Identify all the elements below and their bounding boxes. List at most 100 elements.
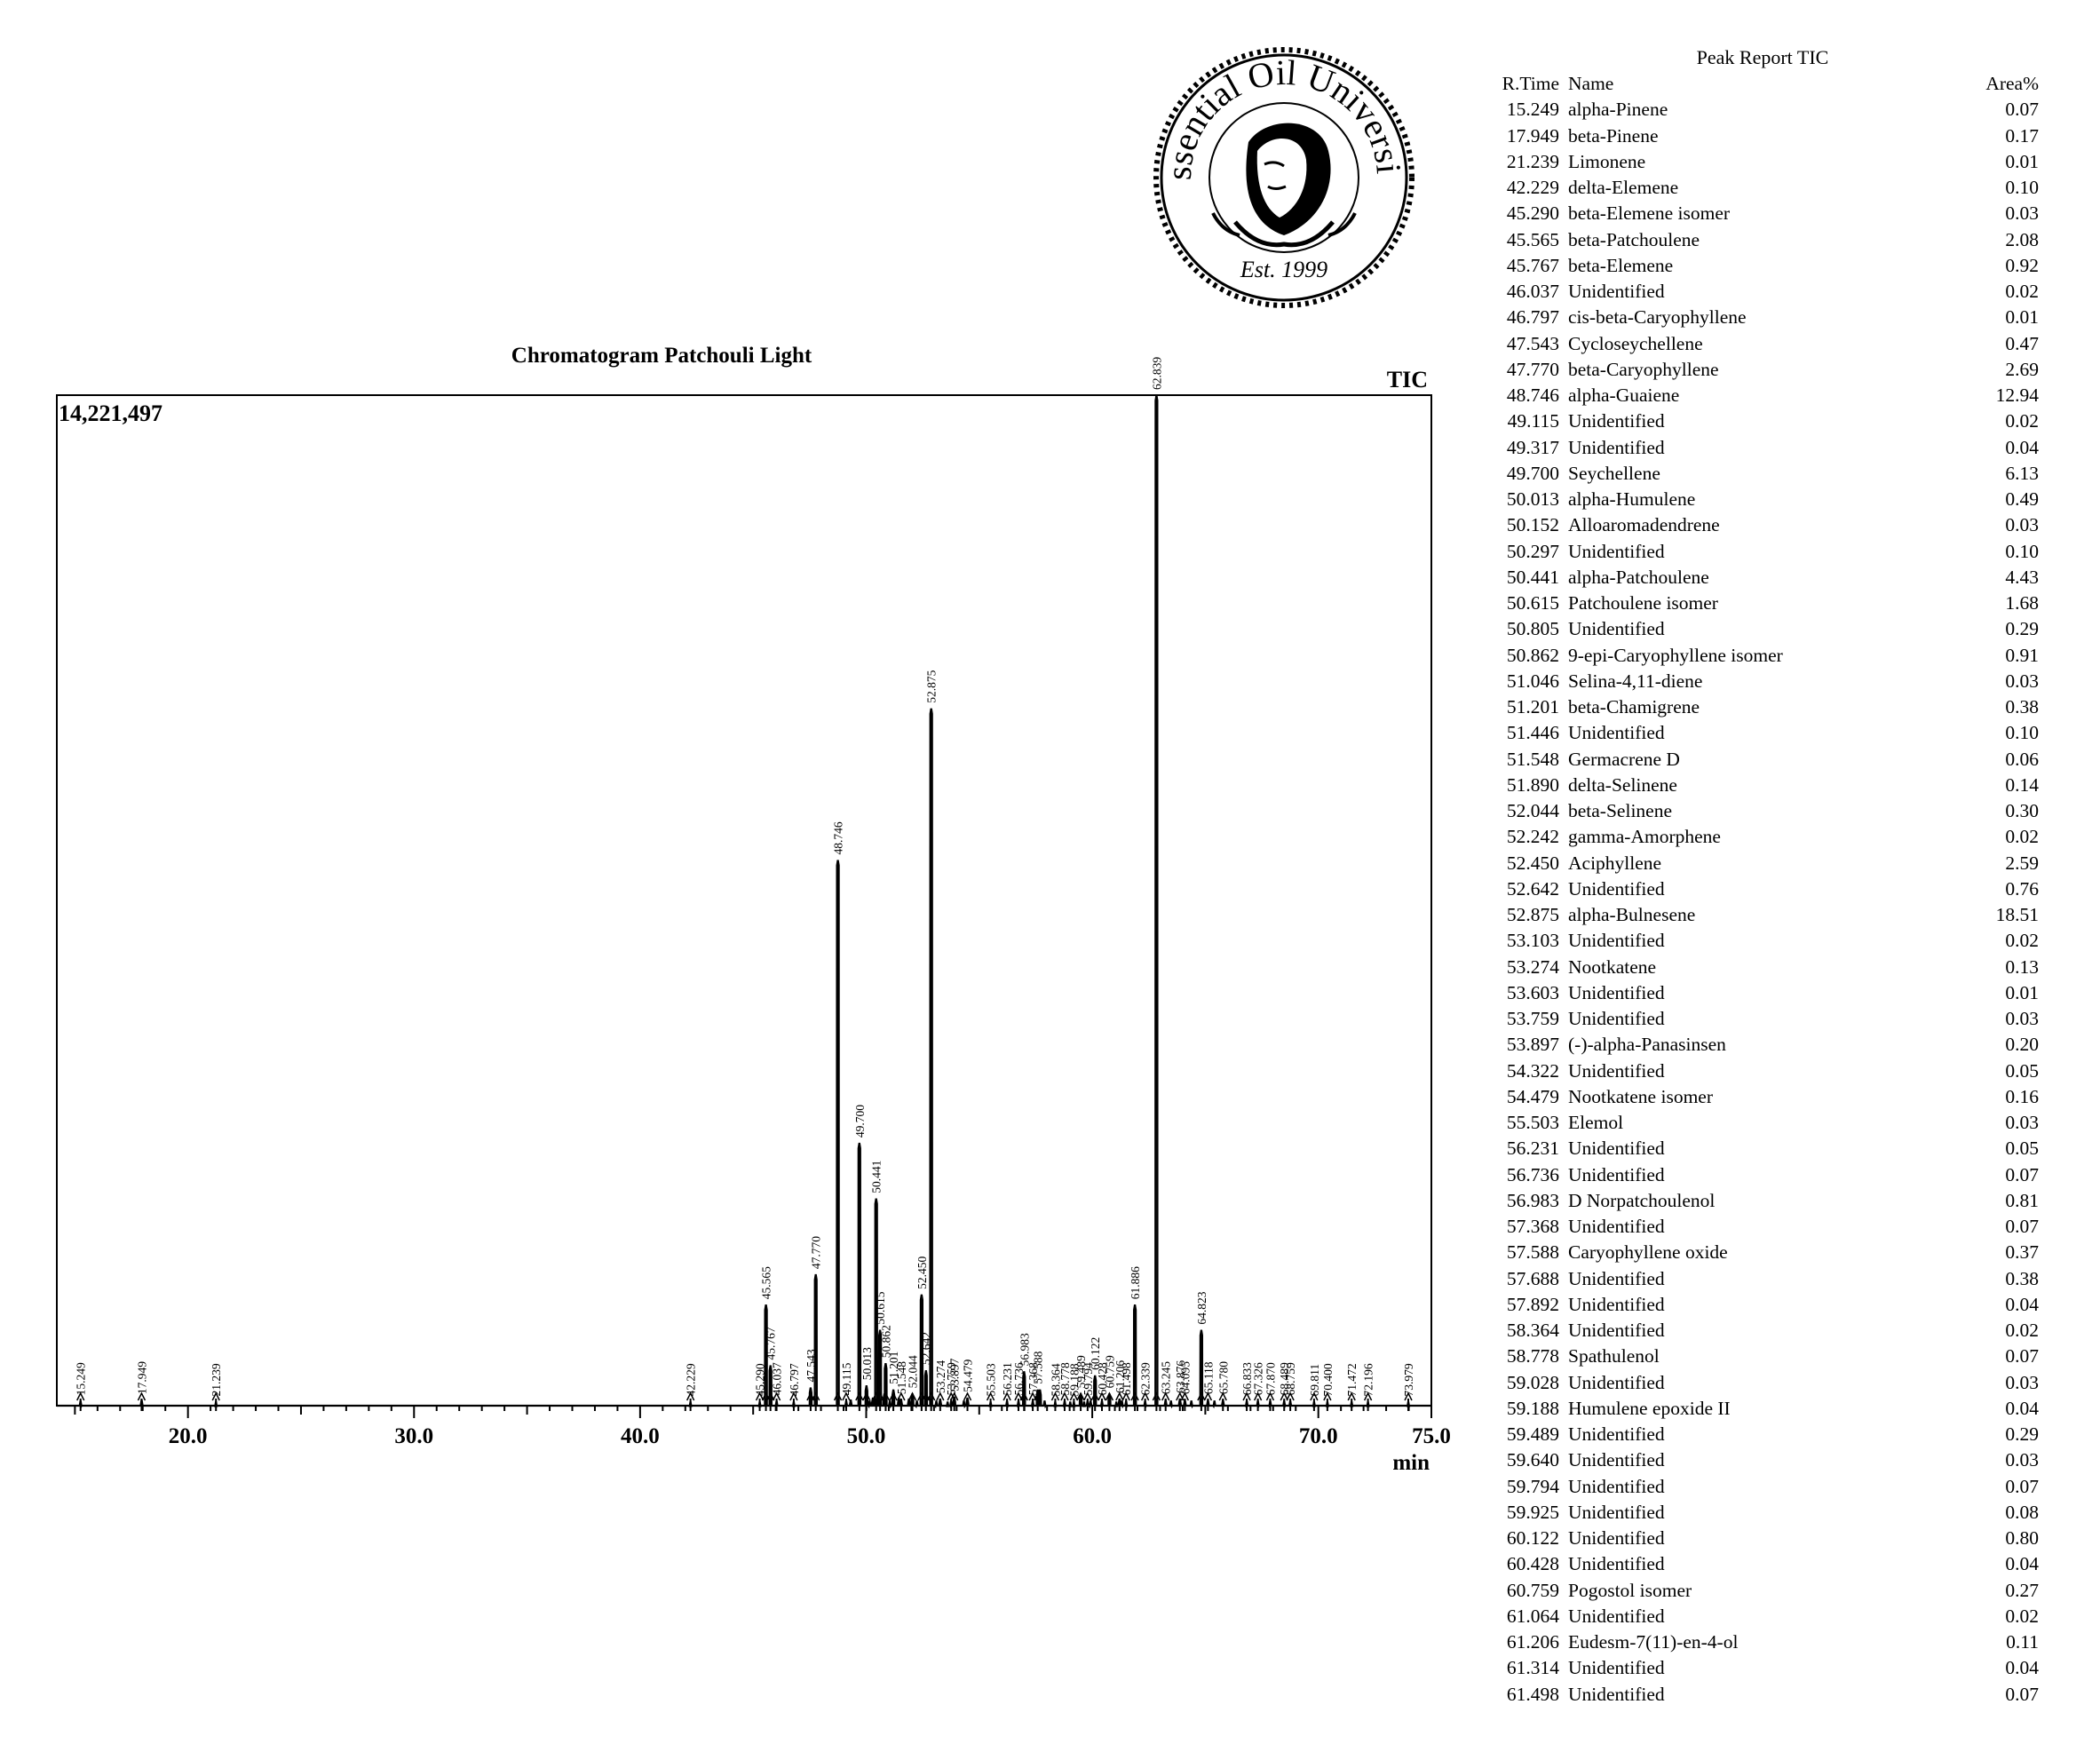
- peak-arrow: [1203, 1391, 1213, 1401]
- peak-report-row: 56.736 Unidentified 0.07: [1483, 1162, 2042, 1188]
- peak-rtime: 50.297: [1506, 540, 1559, 562]
- peak-arrow: [772, 1391, 781, 1401]
- peak-area: 0.02: [2005, 930, 2039, 952]
- peak-area: 0.38: [2005, 1267, 2039, 1289]
- peak-report-row: 60.122 Unidentified 0.80: [1483, 1526, 2042, 1551]
- peak-rtime: 53.603: [1506, 981, 1559, 1003]
- peak-label: 46.037: [771, 1362, 784, 1395]
- peak-name: beta-Pinene: [1568, 124, 1659, 147]
- peak-label: 15.249: [75, 1362, 88, 1395]
- peak-area: 0.02: [2005, 1605, 2039, 1627]
- peak-name: Aciphyllene: [1568, 852, 1662, 874]
- peak-name: Caryophyllene oxide: [1568, 1241, 1728, 1264]
- peak-label: 52.642: [920, 1332, 933, 1365]
- peak-rtime: 52.242: [1506, 826, 1559, 848]
- peak-rtime: 57.892: [1506, 1293, 1559, 1315]
- peak-arrow: [1161, 1391, 1170, 1401]
- peak-label: 63.245: [1160, 1361, 1173, 1394]
- peak-area: 0.20: [2005, 1034, 2039, 1056]
- peak-report-row: 55.503 Elemol 0.03: [1483, 1110, 2042, 1136]
- peak-name: Unidentified: [1568, 1320, 1665, 1341]
- peak-report-row: 45.767 beta-Elemene 0.92: [1483, 253, 2042, 279]
- peak-arrow: [947, 1391, 955, 1401]
- peak-area: 0.03: [2005, 670, 2039, 692]
- peak-rtime: 51.890: [1506, 773, 1559, 796]
- peak-report-row: 59.794 Unidentified 0.07: [1483, 1474, 2042, 1500]
- peak-label: 55.503: [985, 1363, 998, 1396]
- peak-rtime: 56.736: [1506, 1163, 1559, 1185]
- peak-report-row: 52.242 gamma-Amorphene 0.02: [1483, 824, 2042, 850]
- peak-area: 0.10: [2005, 722, 2039, 744]
- peak-report-row: 61.498 Unidentified 0.07: [1483, 1682, 2042, 1708]
- peak-area: 0.03: [2005, 1008, 2039, 1029]
- peak-arrow: [1069, 1391, 1079, 1401]
- peak-name: Unidentified: [1568, 1163, 1665, 1185]
- peak-area: 0.04: [2005, 436, 2039, 458]
- peak-rtime: 50.441: [1506, 566, 1559, 588]
- peak-report-row: 50.013 alpha-Humulene 0.49: [1483, 487, 2042, 512]
- peak-label: 45.565: [760, 1266, 773, 1299]
- peak-arrow: [936, 1391, 945, 1401]
- peak-rtime: 53.897: [1506, 1034, 1559, 1056]
- peak-area: 0.80: [2005, 1527, 2039, 1549]
- peak-label: 57.368: [1026, 1362, 1040, 1395]
- peak-report-row: 47.770 beta-Caryophyllene 2.69: [1483, 357, 2042, 383]
- peak-rtime: 49.700: [1506, 462, 1559, 484]
- x-tick-label: 30.0: [394, 1424, 433, 1448]
- peak-area: 2.69: [2005, 358, 2039, 380]
- peak-rtime: 51.446: [1506, 722, 1559, 744]
- header-rtime: R.Time: [1502, 73, 1559, 94]
- peak-report-row: 57.588 Caryophyllene oxide 0.37: [1483, 1240, 2042, 1265]
- peak-label: 68.489: [1278, 1362, 1291, 1395]
- peak-name: delta-Selinene: [1568, 773, 1677, 796]
- peak-report-row: 50.441 alpha-Patchoulene 4.43: [1483, 565, 2042, 591]
- peak-rtime: 54.322: [1506, 1059, 1559, 1082]
- peak-rtime: 50.152: [1506, 514, 1559, 536]
- peak-label: 59.794: [1082, 1362, 1095, 1395]
- peak-rtime: 42.229: [1506, 177, 1559, 198]
- peak-label: 58.778: [1058, 1362, 1072, 1395]
- peak-name: Unidentified: [1568, 1501, 1665, 1523]
- peak-arrow: [889, 1391, 898, 1401]
- peak-area: 0.49: [2005, 488, 2039, 510]
- peak-rtime: 50.862: [1506, 644, 1559, 666]
- peak-arrow: [1404, 1391, 1413, 1401]
- chromatogram-chart: Chromatogram Patchouli Light TIC 14,221,…: [56, 344, 1451, 1475]
- peak-area: 2.59: [2005, 852, 2039, 874]
- peak-report-row: 54.479 Nootkatene isomer 0.16: [1483, 1084, 2042, 1110]
- peak-name: beta-Elemene isomer: [1568, 202, 1731, 225]
- peak-rtime: 56.231: [1506, 1138, 1559, 1160]
- peak-rtime: 50.805: [1506, 618, 1559, 640]
- peak-report-row: 56.983 D Norpatchoulenol 0.81: [1483, 1188, 2042, 1214]
- peak-label: 68.759: [1284, 1362, 1297, 1395]
- peak-label: 60.759: [1103, 1355, 1116, 1388]
- peak-report-row: 46.797 cis-beta-Caryophyllene 0.01: [1483, 305, 2042, 330]
- peak-area: 0.02: [2005, 826, 2039, 848]
- peak-name: Unidentified: [1568, 540, 1665, 562]
- peak-label: 52.450: [915, 1256, 929, 1288]
- peak-rtime: 57.688: [1506, 1267, 1559, 1289]
- peak-label: 50.862: [879, 1325, 892, 1358]
- peak-name: Pogostol isomer: [1568, 1579, 1692, 1601]
- peak-label: 51.201: [887, 1352, 900, 1384]
- peak-arrow: [1242, 1391, 1251, 1401]
- peak-arrow: [1083, 1391, 1092, 1401]
- peak-label: 69.811: [1308, 1364, 1321, 1397]
- peak-arrow: [76, 1391, 85, 1401]
- peak-rtime: 61.064: [1506, 1605, 1559, 1627]
- peak-label: 52.044: [907, 1355, 920, 1388]
- peak-rtime: 59.489: [1506, 1423, 1559, 1445]
- peak-area: 0.06: [2005, 748, 2039, 770]
- peak-name: D Norpatchoulenol: [1568, 1189, 1716, 1211]
- peak-area: 0.03: [2005, 1371, 2039, 1393]
- peak-label: 53.274: [934, 1360, 947, 1393]
- peak-label: 42.229: [685, 1363, 698, 1396]
- peak-rtime: 60.428: [1506, 1553, 1559, 1575]
- peak-arrow: [1280, 1391, 1288, 1401]
- peak-label: 56.231: [1001, 1362, 1014, 1395]
- peak-rtime: 53.274: [1506, 955, 1559, 978]
- peak-label: 71.472: [1345, 1363, 1359, 1396]
- peak-label: 50.441: [870, 1161, 884, 1193]
- peak-arrow: [1105, 1391, 1114, 1401]
- peak-area: 0.02: [2005, 1320, 2039, 1341]
